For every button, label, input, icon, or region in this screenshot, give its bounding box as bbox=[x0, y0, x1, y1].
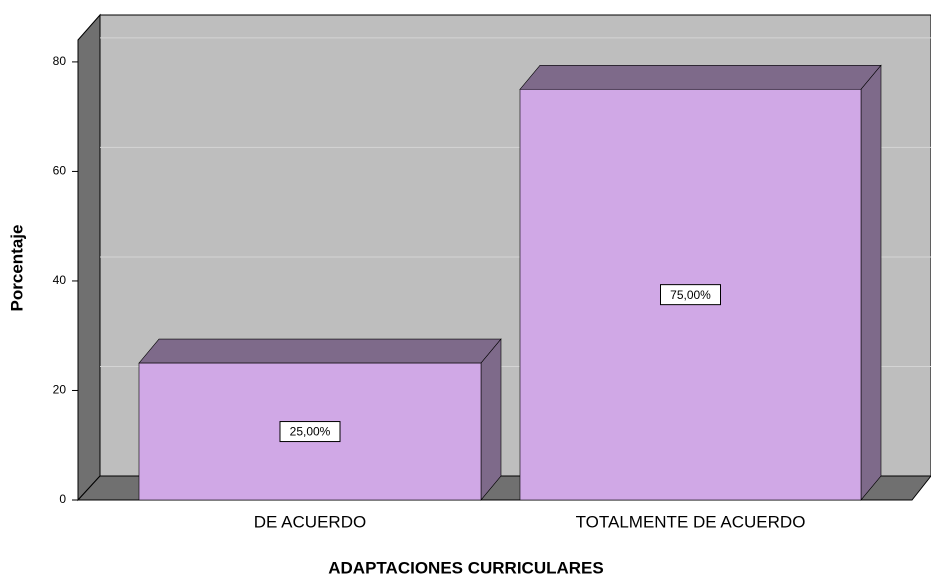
bar-top bbox=[138, 338, 502, 364]
y-tick-label: 80 bbox=[53, 54, 67, 68]
bar-side bbox=[860, 64, 882, 501]
data-label: 75,00% bbox=[670, 288, 711, 302]
x-axis-title: ADAPTACIONES CURRICULARES bbox=[328, 558, 603, 577]
data-label: 25,00% bbox=[290, 425, 331, 439]
x-tick-label: DE ACUERDO bbox=[254, 512, 366, 531]
x-tick-label: TOTALMENTE DE ACUERDO bbox=[576, 512, 806, 531]
y-tick-label: 0 bbox=[59, 492, 66, 506]
y-tick-label: 40 bbox=[53, 273, 67, 287]
side-wall bbox=[77, 13, 101, 502]
y-axis-title: Porcentaje bbox=[7, 225, 26, 312]
y-tick-label: 20 bbox=[53, 383, 67, 397]
data-label-box bbox=[660, 284, 721, 306]
y-tick-label: 60 bbox=[53, 164, 67, 178]
bar-side bbox=[480, 338, 502, 501]
bar-top bbox=[519, 64, 882, 90]
data-label-box bbox=[279, 421, 341, 443]
